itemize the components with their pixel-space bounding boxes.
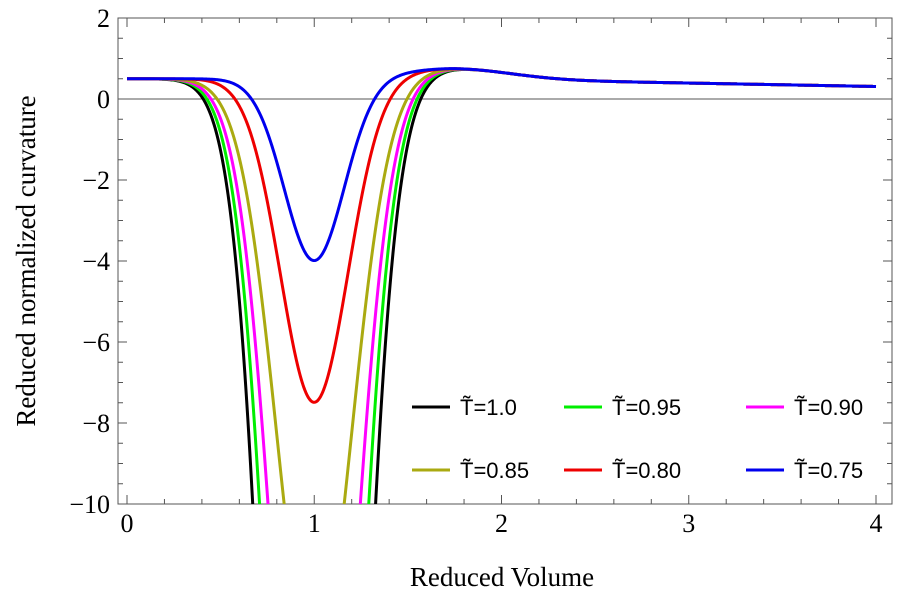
legend-label-4: T̃=0.80 <box>612 458 681 483</box>
plot-frame <box>117 17 893 505</box>
series-line-1 <box>126 67 877 504</box>
legend-label-2: T̃=0.90 <box>794 395 863 420</box>
series-line-0 <box>126 67 877 504</box>
x-tick-label: 0 <box>121 509 134 538</box>
y-tick-label: 0 <box>97 85 110 114</box>
legend-label-5: T̃=0.75 <box>794 458 863 483</box>
series-line-3 <box>126 67 877 504</box>
y-tick-label: 2 <box>97 4 110 33</box>
x-tick-label: 3 <box>682 509 695 538</box>
y-tick-label: −2 <box>82 166 110 195</box>
y-tick-label: −10 <box>69 490 110 519</box>
legend-label-3: T̃=0.85 <box>460 458 529 483</box>
series-line-5 <box>126 67 877 263</box>
series-group <box>126 67 877 504</box>
y-axis-title: Reduced normalized curvature <box>11 95 41 426</box>
x-tick-label: 4 <box>870 509 883 538</box>
x-tick-label: 1 <box>308 509 321 538</box>
y-tick-label: −8 <box>82 409 110 438</box>
y-tick-label: −4 <box>82 247 110 276</box>
x-tick-label: 2 <box>495 509 508 538</box>
legend-label-0: T̃=1.0 <box>460 395 517 420</box>
legend-label-1: T̃=0.95 <box>612 395 681 420</box>
legend: T̃=1.0 T̃=0.95 T̃=0.90 T̃=0.85 T̃=0.80 T̃=0.7… <box>412 395 863 483</box>
series-line-2 <box>126 67 877 504</box>
y-tick-label: −6 <box>82 328 110 357</box>
tick-labels: 0 1 2 3 4 2 0 −2 −4 −6 −8 −10 <box>69 4 882 538</box>
ticks <box>118 17 892 505</box>
x-axis-title: Reduced Volume <box>410 562 594 592</box>
